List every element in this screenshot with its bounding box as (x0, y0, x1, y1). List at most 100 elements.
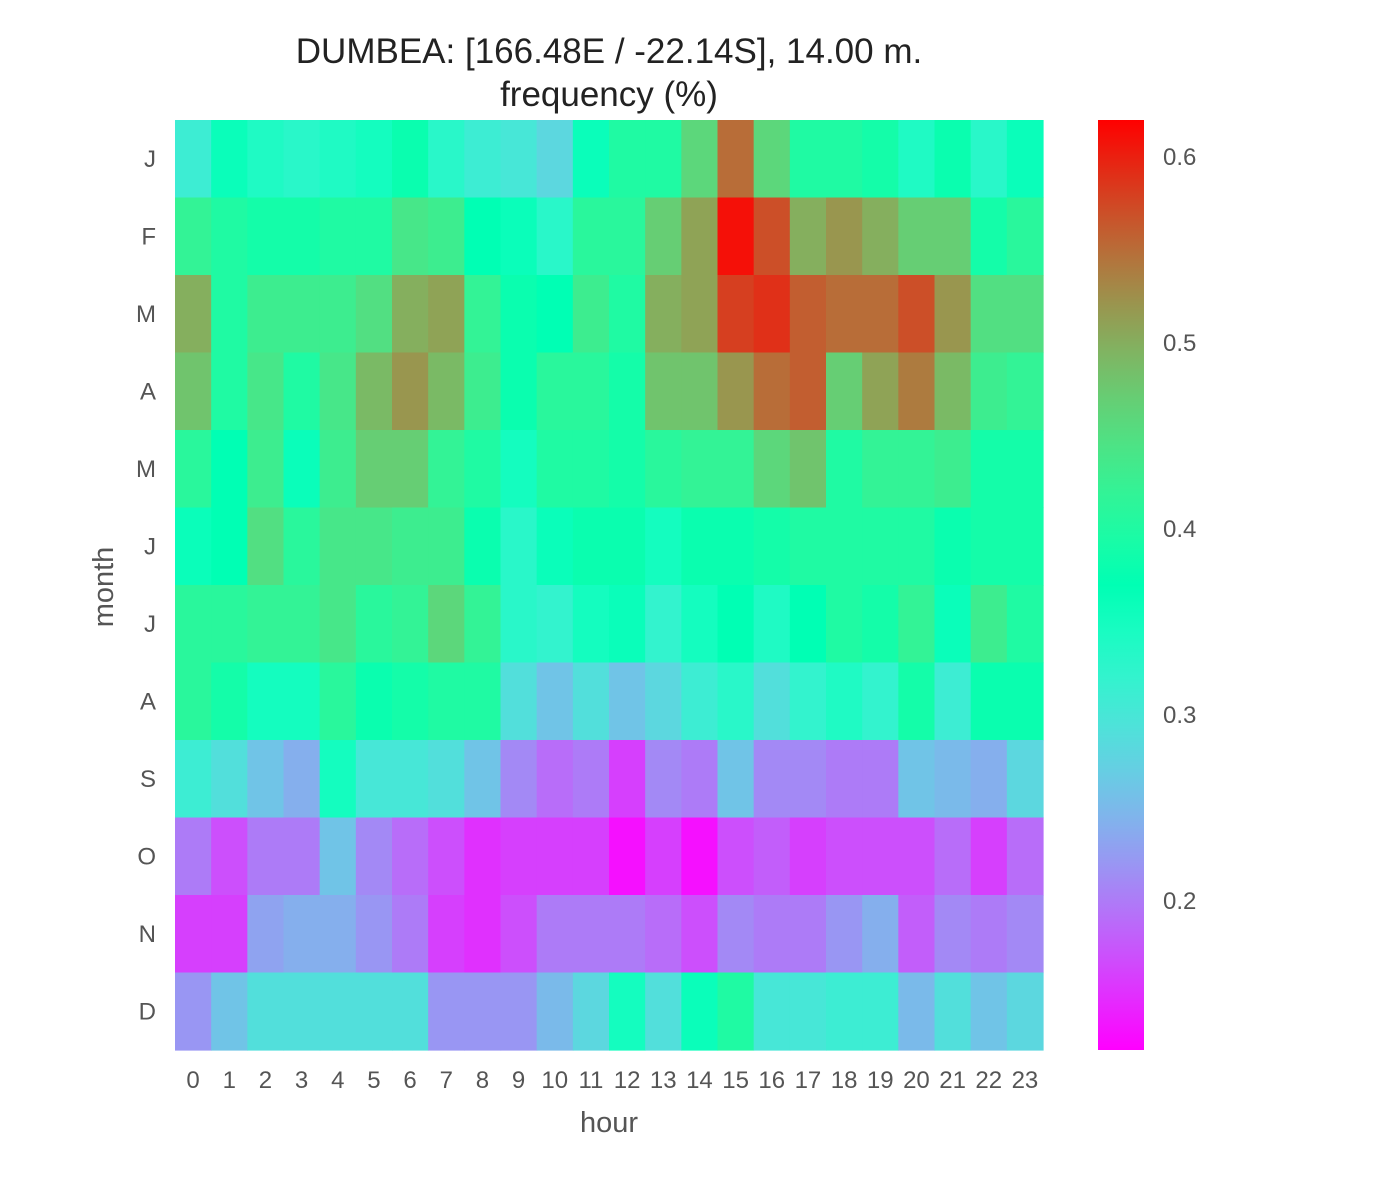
y-tick-label: S (140, 766, 156, 793)
chart-subtitle: frequency (%) (500, 75, 718, 114)
heatmap-cell (789, 972, 827, 1051)
heatmap-cell (536, 895, 574, 974)
heatmap-cell (572, 740, 610, 819)
x-tick-label: 13 (650, 1067, 677, 1094)
x-tick-labels: 0 1 2 3 4 5 6 7 8 9 10 11 12 13 14 15 16 17 18 19 20 21 22 23 (186, 1067, 1038, 1094)
heatmap-cell (283, 817, 321, 896)
heatmap-cell (645, 275, 682, 354)
heatmap-cell (681, 895, 719, 974)
heatmap-cell (934, 430, 972, 509)
heatmap-cell (753, 585, 791, 664)
heatmap-cell (175, 972, 212, 1051)
chart-title: DUMBEA: [166.48E / -22.14S], 14.00 m. (296, 32, 922, 71)
heatmap-cell (536, 662, 574, 741)
heatmap-cell (211, 352, 248, 431)
heatmap-cell (355, 120, 393, 199)
heatmap-cell (789, 352, 827, 431)
heatmap-cell (609, 585, 646, 664)
heatmap-cell (609, 120, 646, 199)
heatmap-cell (789, 817, 827, 896)
heatmap-cell (572, 507, 610, 586)
heatmap-cell (934, 972, 972, 1051)
heatmap-cell (753, 972, 791, 1051)
y-tick-label: F (141, 223, 156, 250)
heatmap-cell (572, 585, 610, 664)
x-tick-label: 12 (614, 1067, 641, 1094)
heatmap-cell (681, 817, 719, 896)
heatmap-cell (355, 895, 393, 974)
heatmap-cell (862, 972, 899, 1051)
heatmap-cell (645, 120, 682, 199)
heatmap-cell (681, 197, 719, 276)
x-tick-label: 23 (1012, 1067, 1039, 1094)
heatmap-cell (428, 197, 465, 276)
heatmap-cell (175, 740, 212, 819)
x-tick-label: 14 (686, 1067, 713, 1094)
heatmap-cell (572, 430, 610, 509)
heatmap-cell (717, 817, 755, 896)
heatmap-cell (934, 585, 972, 664)
heatmap-cell (572, 275, 610, 354)
heatmap-cell (970, 662, 1008, 741)
heatmap-cell (464, 895, 502, 974)
heatmap-cell (970, 507, 1008, 586)
heatmap-cell (645, 197, 682, 276)
heatmap-cell (211, 972, 248, 1051)
heatmap-cell (392, 507, 429, 586)
heatmap-cell (536, 120, 574, 199)
y-tick-label: J (144, 611, 156, 638)
heatmap-cell (319, 662, 357, 741)
heatmap-cell (826, 895, 863, 974)
heatmap-cell (862, 507, 899, 586)
heatmap-cell (536, 430, 574, 509)
heatmap-cell (175, 585, 212, 664)
heatmap-cell (789, 197, 827, 276)
y-tick-label: J (144, 146, 156, 173)
heatmap-cell (464, 352, 502, 431)
heatmap-cell (789, 585, 827, 664)
heatmap-cell (247, 507, 285, 586)
heatmap-cell (247, 585, 285, 664)
heatmap-cell (753, 507, 791, 586)
heatmap-cell (428, 275, 465, 354)
heatmap-cell (464, 817, 502, 896)
heatmap-cell (355, 740, 393, 819)
heatmap-cell (211, 817, 248, 896)
heatmap-cell (211, 895, 248, 974)
heatmap-cell (247, 275, 285, 354)
colorbar-tick-label: 0.3 (1163, 702, 1196, 729)
heatmap-cell (609, 275, 646, 354)
heatmap-cell (826, 817, 863, 896)
heatmap-cell (392, 817, 429, 896)
heatmap-cell (500, 817, 538, 896)
heatmap-cell (970, 817, 1008, 896)
x-tick-label: 17 (795, 1067, 822, 1094)
heatmap-cell (789, 430, 827, 509)
heatmap-cell (428, 740, 465, 819)
heatmap-cell (681, 662, 719, 741)
heatmap-cell (645, 507, 682, 586)
heatmap-cell (572, 817, 610, 896)
heatmap-cell (392, 740, 429, 819)
heatmap-cell (319, 740, 357, 819)
heatmap-cell (319, 507, 357, 586)
heatmap-cell (1006, 817, 1044, 896)
heatmap-cell (717, 585, 755, 664)
heatmap-cell (464, 507, 502, 586)
heatmap-cell (934, 895, 972, 974)
heatmap-cell (1006, 507, 1044, 586)
heatmap-cells (175, 120, 1044, 1051)
x-tick-label: 2 (259, 1067, 272, 1094)
heatmap-cell (609, 817, 646, 896)
heatmap-cell (500, 895, 538, 974)
heatmap-cell (392, 895, 429, 974)
heatmap-cell (428, 352, 465, 431)
heatmap-cell (970, 120, 1008, 199)
heatmap-cell (789, 895, 827, 974)
heatmap-cell (862, 430, 899, 509)
heatmap-cell (717, 662, 755, 741)
heatmap-cell (862, 197, 899, 276)
heatmap-cell (609, 740, 646, 819)
heatmap-cell (898, 740, 936, 819)
heatmap-cell (211, 430, 248, 509)
